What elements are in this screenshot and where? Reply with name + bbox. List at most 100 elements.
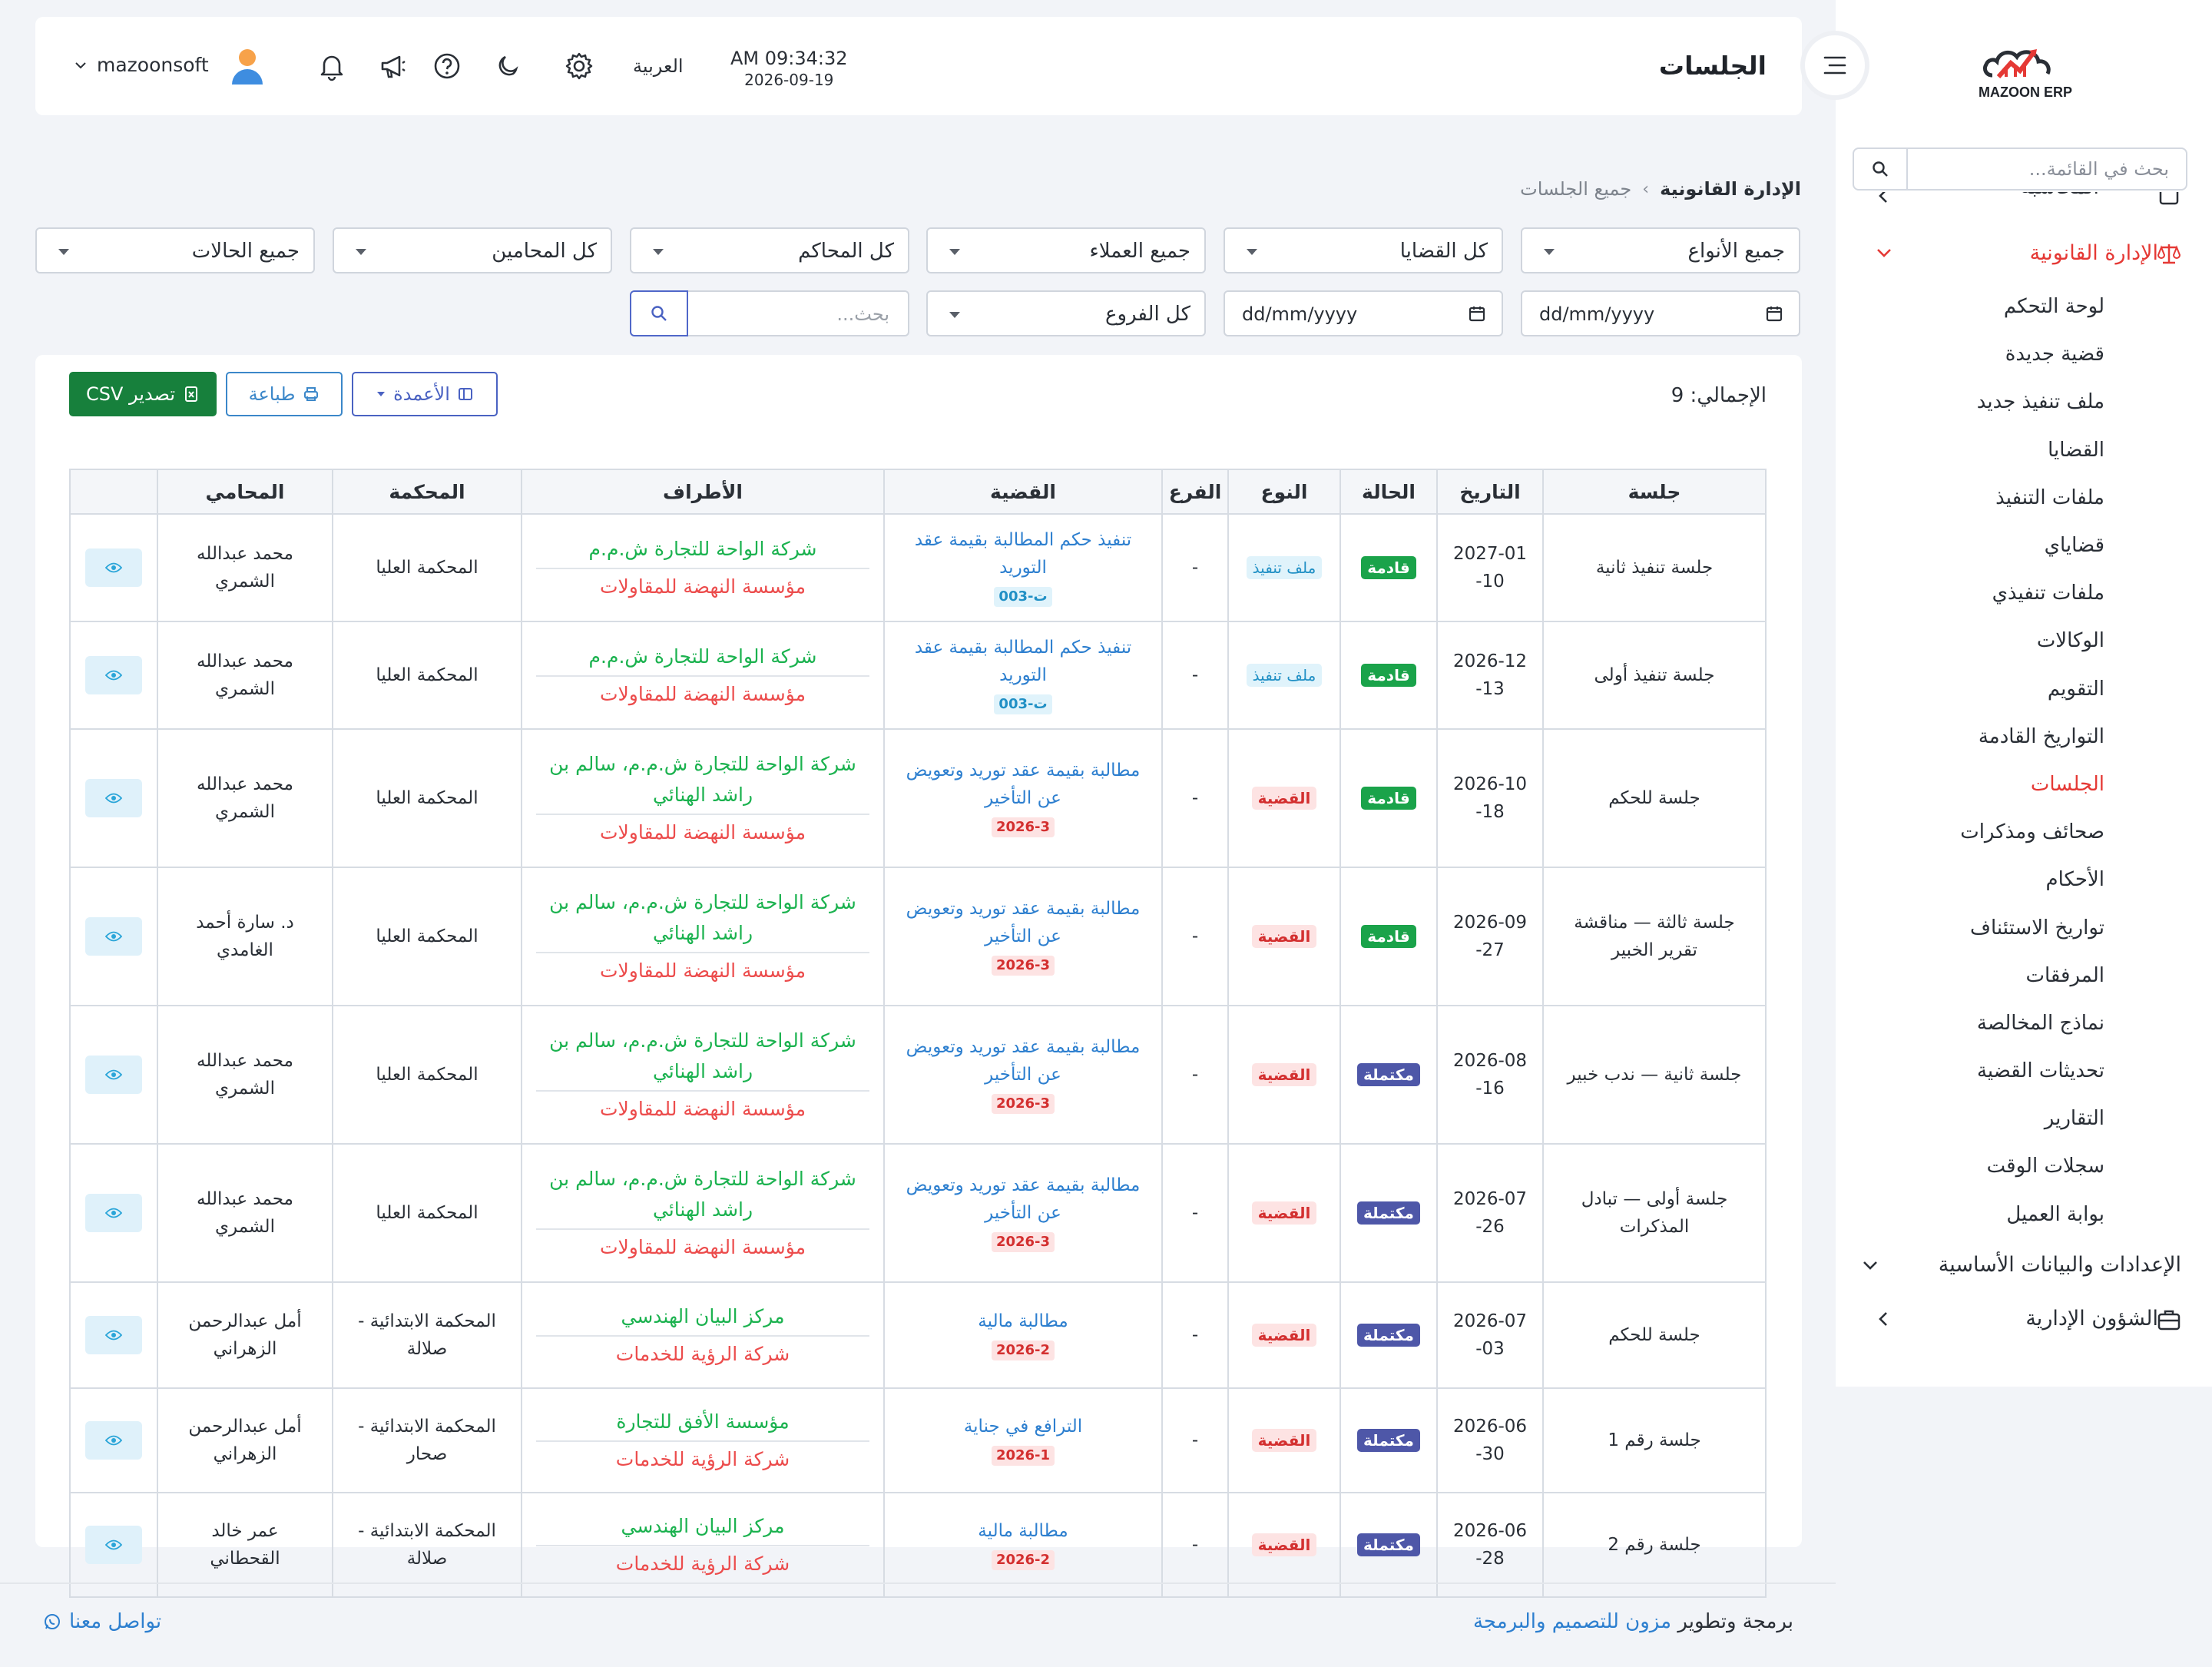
- column-header-status[interactable]: الحالة: [1339, 469, 1438, 515]
- table-search-input[interactable]: بحث...: [687, 290, 909, 336]
- filter-lawyers-select[interactable]: كل المحامين: [333, 227, 612, 273]
- column-header-parties[interactable]: الأطراف: [521, 469, 885, 515]
- view-button[interactable]: [85, 656, 142, 694]
- table-search-button[interactable]: [630, 290, 688, 336]
- chevron-down-icon[interactable]: [74, 60, 88, 71]
- view-button[interactable]: [85, 1194, 142, 1232]
- cell-actions: [69, 513, 158, 622]
- user-name[interactable]: mazoonsoft: [97, 54, 209, 76]
- credit-link[interactable]: مزون للتصميم والبرمجة: [1472, 1610, 1672, 1633]
- sidebar-item-client-portal[interactable]: بوابة العميل: [2006, 1202, 2104, 1226]
- moon-icon[interactable]: [493, 51, 524, 81]
- sidebar-item-briefs[interactable]: صحائف ومذكرات: [1960, 820, 2104, 844]
- cell-session: جلسة رقم 1: [1542, 1387, 1767, 1493]
- megaphone-icon[interactable]: [378, 51, 409, 81]
- table-row[interactable]: جلسة ثانية — ندب خبير 2026-08-16 مكتملة الق…: [69, 1005, 1767, 1145]
- language-switch[interactable]: العربية: [633, 55, 684, 77]
- sidebar-item-my-executions[interactable]: ملفات تنفيذي: [1992, 582, 2104, 605]
- sidebar-item-new-case[interactable]: قضية جديدة: [2005, 343, 2104, 366]
- filter-clients-select[interactable]: جميع العملاء: [926, 227, 1206, 273]
- sidebar-item-my-cases[interactable]: قضاياي: [2044, 534, 2104, 558]
- sidebar-item-dashboard[interactable]: لوحة التحكم: [2003, 295, 2104, 319]
- case-link[interactable]: الترافع في جناية: [963, 1417, 1083, 1437]
- filter-branches-select[interactable]: كل الفروع: [926, 290, 1206, 336]
- sidebar-item-new-execution[interactable]: ملف تنفيذ جديد: [1976, 390, 2104, 414]
- case-link[interactable]: مطالبة بقيمة عقد توريد وتعويض عن التأخير: [906, 899, 1141, 946]
- sidebar-item-clearance-forms[interactable]: نماذج المخالصة: [1976, 1011, 2104, 1035]
- case-link[interactable]: مطالبة مالية: [978, 1521, 1068, 1541]
- sidebar-group-settings[interactable]: الإعدادات والبيانات الأساسية: [1836, 1238, 2212, 1292]
- sidebar-menu: المحاسبة الإدارة القانونية لوحة التحكم ق…: [1836, 192, 2212, 1346]
- column-header-court[interactable]: المحكمة: [332, 469, 522, 515]
- filter-types-select[interactable]: جميع الأنواع: [1521, 227, 1800, 273]
- sidebar-item-calendar[interactable]: التقويم: [2047, 677, 2104, 701]
- sidebar-item-reports[interactable]: التقارير: [2044, 1107, 2104, 1131]
- gear-icon[interactable]: [564, 51, 594, 81]
- case-link[interactable]: تنفيذ حكم المطالبة بقيمة عقد التوريد: [914, 530, 1132, 578]
- column-header-type[interactable]: النوع: [1227, 469, 1341, 515]
- sidebar-item-case-updates[interactable]: تحديثات القضية: [1976, 1059, 2104, 1083]
- sidebar-toggle-button[interactable]: [1800, 31, 1869, 100]
- case-link[interactable]: تنفيذ حكم المطالبة بقيمة عقد التوريد: [914, 638, 1132, 685]
- menu-search-button[interactable]: [1854, 149, 1908, 189]
- menu-search-input[interactable]: [1892, 158, 2169, 180]
- sidebar-item-accounting[interactable]: المحاسبة: [1836, 192, 2212, 220]
- case-link[interactable]: مطالبة بقيمة عقد توريد وتعويض عن التأخير: [906, 1175, 1141, 1223]
- view-button[interactable]: [85, 548, 142, 587]
- export-csv-button[interactable]: تصدير CSV: [69, 372, 217, 416]
- contact-link[interactable]: تواصل معنا: [43, 1610, 161, 1633]
- column-header-session[interactable]: جلسة: [1542, 469, 1767, 515]
- column-header-date[interactable]: التاريخ: [1436, 469, 1544, 515]
- table-row[interactable]: جلسة رقم 2 2026-06-28 مكتملة القضية - مطالبة …: [69, 1492, 1767, 1598]
- sidebar-item-time-logs[interactable]: سجلات الوقت: [1986, 1155, 2104, 1178]
- columns-button[interactable]: الأعمدة: [352, 372, 498, 416]
- view-button[interactable]: [85, 917, 142, 956]
- sidebar-item-attachments[interactable]: المرفقات: [2025, 963, 2104, 987]
- cell-type: القضية: [1227, 867, 1341, 1006]
- sidebar-item-appeal-dates[interactable]: تواريخ الاستئناف: [1970, 916, 2104, 940]
- bell-icon[interactable]: [316, 51, 347, 81]
- view-button[interactable]: [85, 1316, 142, 1354]
- column-header-lawyer[interactable]: المحامي: [157, 469, 333, 515]
- column-header-case[interactable]: القضية: [883, 469, 1163, 515]
- case-link[interactable]: مطالبة مالية: [978, 1311, 1068, 1331]
- sidebar-item-powers[interactable]: الوكالات: [2036, 629, 2104, 653]
- view-button[interactable]: [85, 779, 142, 817]
- table-row[interactable]: جلسة تنفيذ أولى 2026-12-13 قادمة ملف تنفيذ -…: [69, 621, 1767, 730]
- date-to-input[interactable]: dd/mm/yyyy: [1224, 290, 1503, 336]
- help-icon[interactable]: [432, 51, 462, 81]
- calendar-icon[interactable]: [1765, 304, 1783, 323]
- view-button[interactable]: [85, 1056, 142, 1094]
- breadcrumb-root[interactable]: الإدارة القانونية: [1660, 178, 1801, 200]
- view-button[interactable]: [85, 1421, 142, 1460]
- cell-lawyer: محمد عبدالله الشمري: [157, 1143, 333, 1283]
- sidebar-item-sessions[interactable]: الجلسات: [2030, 772, 2104, 796]
- filter-cases-select[interactable]: كل القضايا: [1224, 227, 1503, 273]
- table-row[interactable]: جلسة تنفيذ ثانية 2027-01-10 قادمة ملف تنفيذ…: [69, 513, 1767, 622]
- calendar-icon[interactable]: [1468, 304, 1486, 323]
- brand-logo[interactable]: MAZOON ERP: [1975, 29, 2075, 106]
- column-header-branch[interactable]: الفرع: [1161, 469, 1229, 515]
- view-button[interactable]: [85, 1526, 142, 1564]
- table-row[interactable]: جلسة ثالثة — مناقشة تقرير الخبير 2026-09-…: [69, 867, 1767, 1006]
- sidebar-item-judgments[interactable]: الأحكام: [2045, 868, 2104, 892]
- sidebar-group-admin[interactable]: الشؤون الإدارية: [1836, 1292, 2212, 1346]
- table-row[interactable]: جلسة للحكم 2026-10-18 قادمة القضية - مطالبة ب…: [69, 728, 1767, 868]
- sidebar-item-cases[interactable]: القضايا: [2048, 438, 2104, 462]
- table-row[interactable]: جلسة للحكم 2026-07-03 مكتملة القضية - مطالبة …: [69, 1281, 1767, 1389]
- date-from-input[interactable]: dd/mm/yyyy: [1521, 290, 1800, 336]
- filter-courts-select[interactable]: كل المحاكم: [630, 227, 909, 273]
- sidebar-item-upcoming-dates[interactable]: التواريخ القادمة: [1978, 724, 2104, 748]
- table-row[interactable]: جلسة رقم 1 2026-06-30 مكتملة القضية - الترافع…: [69, 1387, 1767, 1493]
- table-row[interactable]: جلسة أولى — تبادل المذكرات 2026-07-26 مكتم…: [69, 1143, 1767, 1283]
- filter-statuses-select[interactable]: جميع الحالات: [35, 227, 315, 273]
- sidebar-item-executions[interactable]: ملفات التنفيذ: [1995, 486, 2104, 509]
- case-link[interactable]: مطالبة بقيمة عقد توريد وتعويض عن التأخير: [906, 1037, 1141, 1085]
- sidebar-group-legal[interactable]: الإدارة القانونية: [1836, 226, 2212, 280]
- caret-down-icon: [1247, 249, 1257, 255]
- avatar[interactable]: [229, 48, 266, 86]
- court-name: المحكمة الابتدائية - صحار: [358, 1417, 496, 1464]
- cell-date: 2026-10-18: [1436, 728, 1544, 868]
- print-button[interactable]: طباعة: [226, 372, 343, 416]
- case-link[interactable]: مطالبة بقيمة عقد توريد وتعويض عن التأخير: [906, 761, 1141, 808]
